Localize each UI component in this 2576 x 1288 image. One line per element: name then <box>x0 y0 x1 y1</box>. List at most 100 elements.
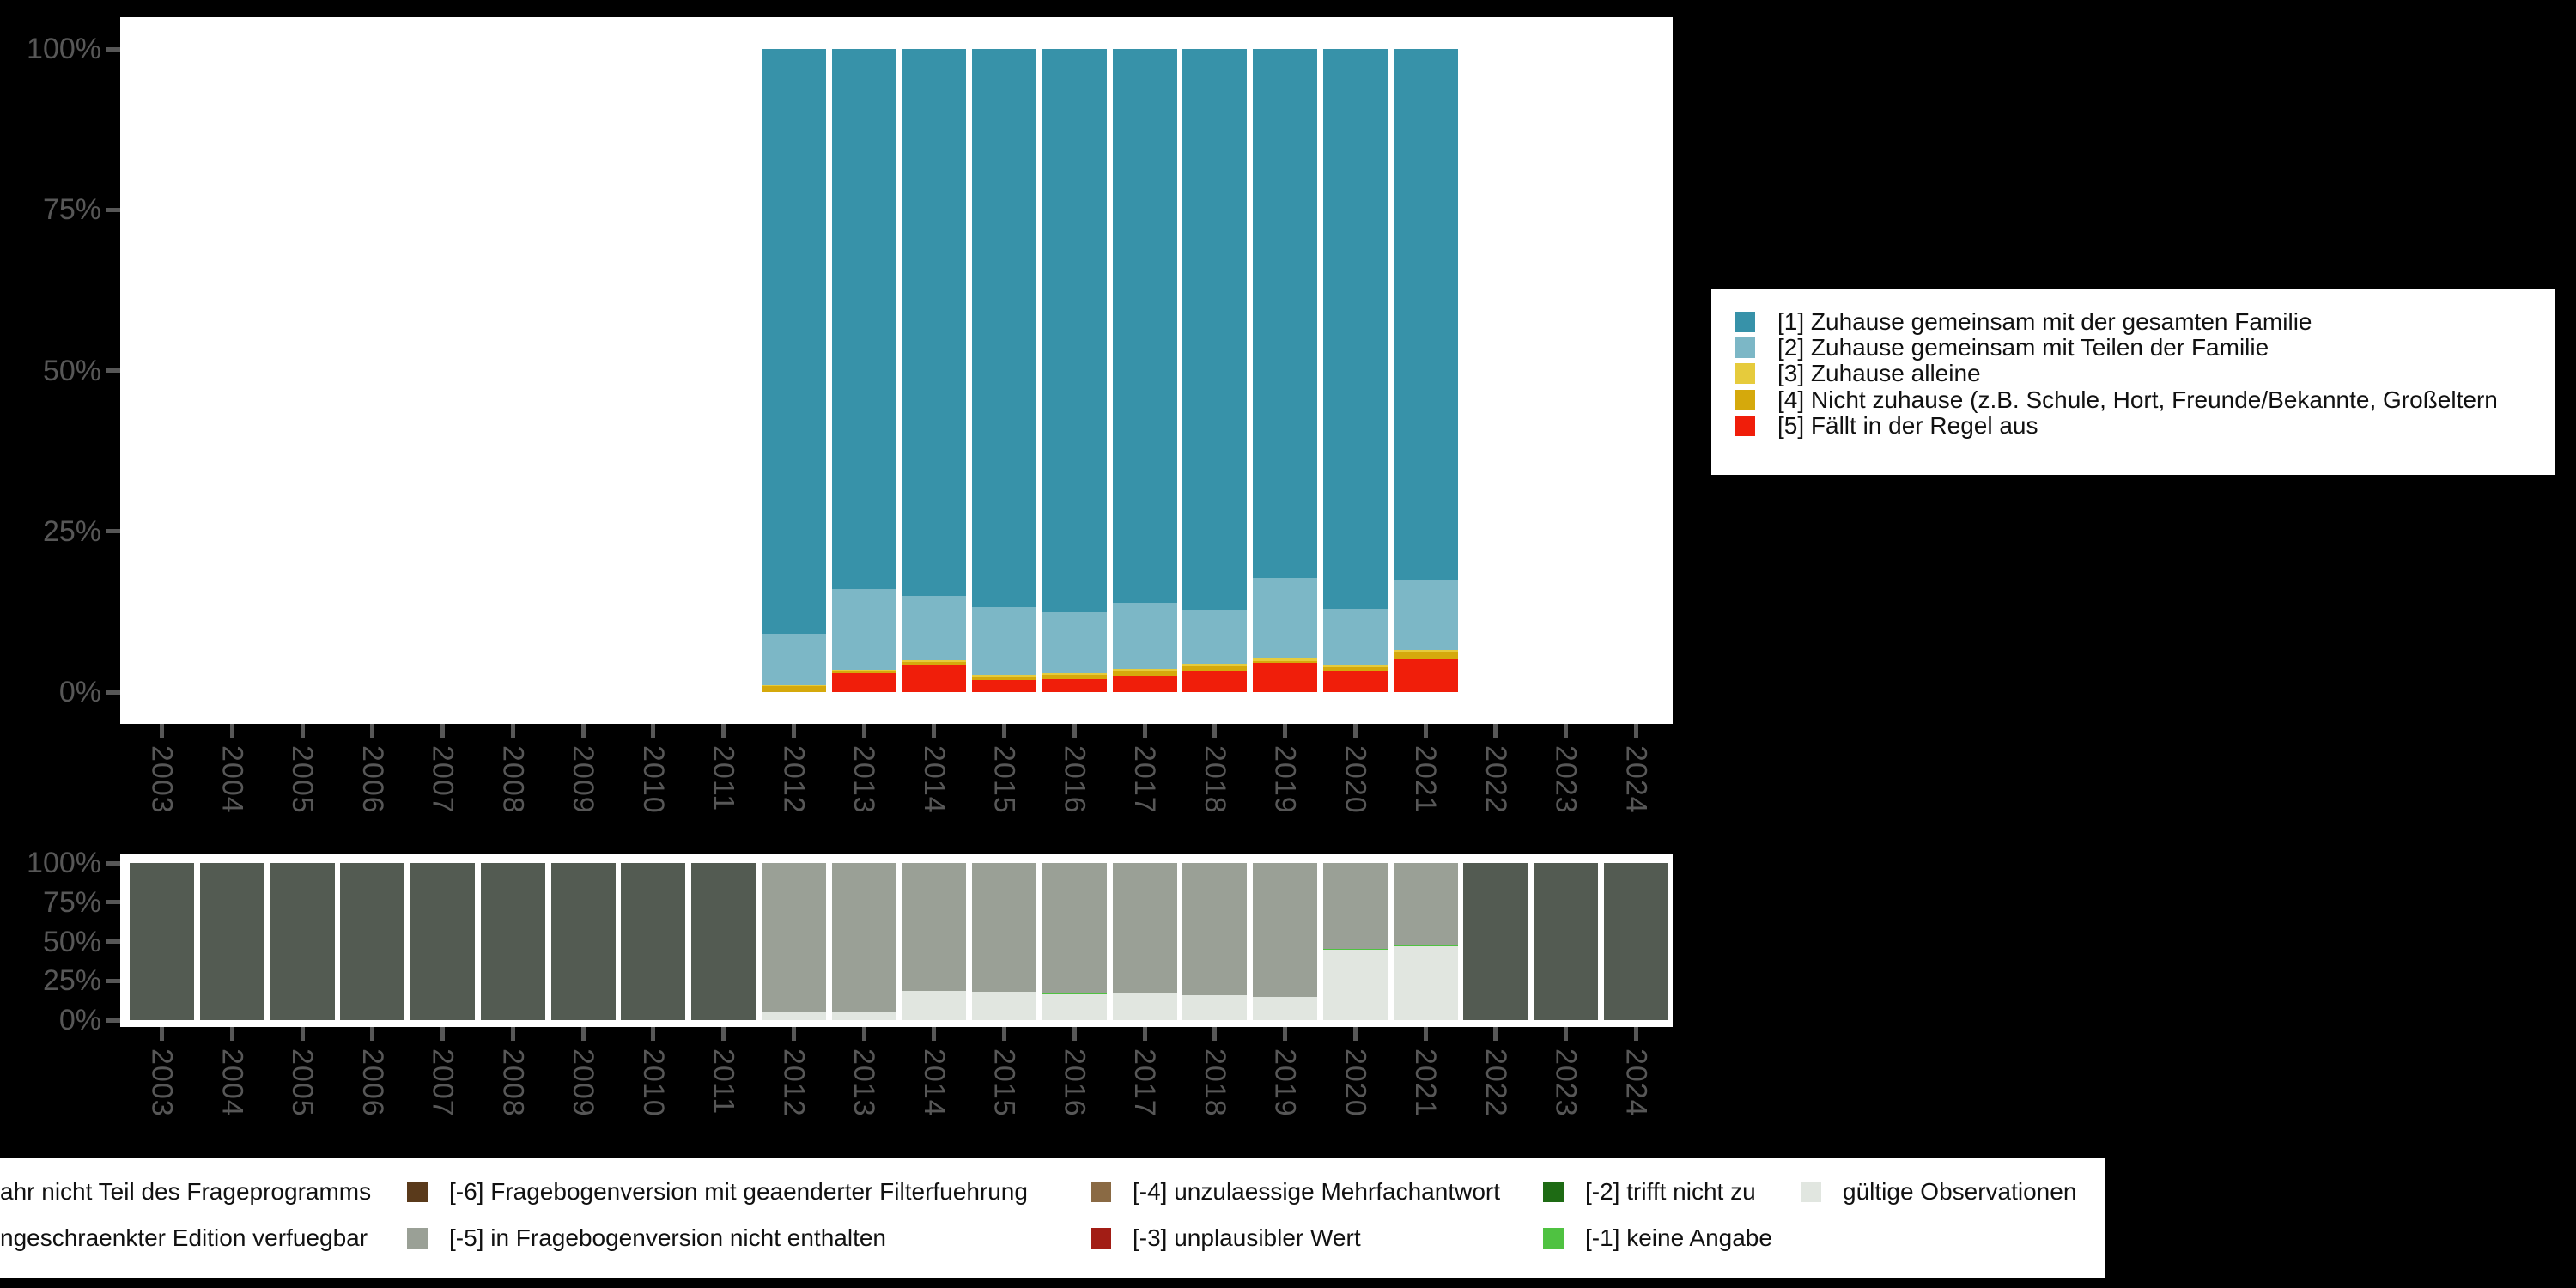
x-axis-tick-mark <box>1142 1027 1147 1041</box>
x-axis-tick-mark <box>651 724 656 738</box>
y-axis-tick-mark <box>106 46 120 52</box>
x-axis-tick-mark <box>791 1027 796 1041</box>
legend-item-label: ngeschraenkter Edition verfuegbar <box>0 1224 368 1251</box>
bar-segment <box>410 863 476 1020</box>
bar-segment <box>972 674 1037 677</box>
bar-segment <box>831 673 896 692</box>
bar-segment <box>972 863 1037 993</box>
bar-segment <box>1393 650 1458 652</box>
bar-segment <box>761 863 826 1012</box>
x-axis-tick-mark <box>1564 724 1569 738</box>
bar-segment <box>1182 666 1248 671</box>
legend-item-label: gültige Observationen <box>1843 1178 2077 1205</box>
legend-item-label: [-2] trifft nicht zu <box>1585 1178 1756 1205</box>
y-axis-tick-mark <box>106 368 120 373</box>
bar-segment <box>1182 994 1248 1020</box>
bar-segment <box>1253 661 1318 664</box>
legend-item: [5] Fällt in der Regel aus <box>1711 412 2555 439</box>
bar-segment <box>1393 946 1458 1020</box>
x-axis-tick-mark <box>370 724 375 738</box>
bar-segment <box>1182 863 1248 995</box>
bar-segment <box>1393 659 1458 692</box>
x-axis-tick-mark <box>1283 1027 1288 1041</box>
bar-segment <box>1182 610 1248 665</box>
x-axis-tick-mark <box>1352 724 1358 738</box>
x-axis-tick-label: 2019 <box>1268 1048 1302 1117</box>
x-axis-tick-mark <box>1212 724 1218 738</box>
bar-segment <box>1042 994 1107 1020</box>
x-axis-tick-label: 2004 <box>216 1048 249 1117</box>
bar-segment <box>1253 997 1318 1020</box>
x-axis-tick-mark <box>1002 1027 1007 1041</box>
x-axis-tick-label: 2016 <box>1058 1048 1091 1117</box>
legend-swatch <box>1543 1182 1564 1202</box>
x-axis-tick-label: 2024 <box>1619 1048 1653 1117</box>
x-axis-tick-mark <box>861 724 866 738</box>
x-axis-tick-mark <box>510 724 515 738</box>
legend-item: [2] Zuhause gemeinsam mit Teilen der Fam… <box>1711 335 2555 361</box>
x-axis-tick-mark <box>1633 724 1638 738</box>
x-axis-tick-label: 2004 <box>216 745 249 814</box>
y-axis-tick-label: 0% <box>58 1004 101 1036</box>
x-axis-tick-mark <box>300 1027 305 1041</box>
y-axis-tick-mark <box>106 860 120 866</box>
x-axis-tick-label: 2005 <box>286 1048 319 1117</box>
y-axis-tick-mark <box>106 939 120 944</box>
bar-segment <box>550 863 616 1020</box>
bar-segment <box>1603 863 1668 1020</box>
bar-segment <box>831 49 896 590</box>
x-axis-tick-label: 2011 <box>707 1048 740 1115</box>
bar-segment <box>621 863 686 1020</box>
bar-segment <box>1534 863 1599 1020</box>
x-axis-tick-mark <box>160 1027 164 1041</box>
bar-segment <box>270 863 335 1020</box>
y-axis-tick-label: 25% <box>42 514 101 548</box>
y-axis-tick-label: 100% <box>27 847 101 879</box>
bar-segment <box>831 589 896 670</box>
bar-segment <box>691 863 756 1020</box>
bar-segment <box>1042 49 1107 613</box>
bar-segment <box>761 686 826 692</box>
legend-item: [4] Nicht zuhause (z.B. Schule, Hort, Fr… <box>1711 386 2555 413</box>
x-axis-tick-label: 2022 <box>1479 1048 1512 1117</box>
x-axis-tick-label: 2019 <box>1268 745 1302 814</box>
bar-segment <box>1112 669 1177 671</box>
bar-segment <box>1253 863 1318 998</box>
y-axis-tick-label: 75% <box>42 885 101 919</box>
bar-segment <box>1322 666 1388 671</box>
x-axis-tick-mark <box>1352 1027 1358 1041</box>
legend-item-label: [3] Zuhause alleine <box>1777 360 1981 387</box>
bar-segment <box>340 863 405 1020</box>
y-axis-tick-label: 50% <box>42 925 101 958</box>
bar-segment <box>1112 671 1177 676</box>
bar-segment <box>1253 663 1318 692</box>
x-axis-tick-mark <box>229 1027 234 1041</box>
x-axis-tick-mark <box>1212 1027 1218 1041</box>
bar-segment <box>902 660 967 662</box>
x-axis-tick-mark <box>1633 1027 1638 1041</box>
bar-segment <box>1042 863 1107 993</box>
x-axis-tick-label: 2017 <box>1128 745 1162 814</box>
x-axis-tick-mark <box>861 1027 866 1041</box>
x-axis-tick-mark <box>721 724 726 738</box>
bottom-legend-box: ahr nicht Teil des Frageprogramms [-6] Fr… <box>0 1158 2105 1278</box>
bar-segment <box>761 684 826 687</box>
bar-segment <box>1182 664 1248 667</box>
x-axis-tick-label: 2021 <box>1409 1048 1443 1117</box>
bar-segment <box>902 49 967 597</box>
x-axis-tick-mark <box>791 724 796 738</box>
x-axis-tick-mark <box>160 724 164 738</box>
legend-swatch <box>407 1182 428 1202</box>
bar-segment <box>1042 993 1107 995</box>
legend-item-label: [-4] unzulaessige Mehrfachantwort <box>1133 1178 1500 1205</box>
y-axis-tick-mark <box>106 207 120 212</box>
x-axis-tick-mark <box>440 724 446 738</box>
legend-swatch <box>1735 389 1755 410</box>
x-axis-tick-label: 2017 <box>1128 1048 1162 1117</box>
x-axis-tick-label: 2007 <box>426 745 459 814</box>
bar-segment <box>1393 49 1458 580</box>
bar-segment <box>1042 674 1107 679</box>
legend-item-label: [2] Zuhause gemeinsam mit Teilen der Fam… <box>1777 334 2269 361</box>
bar-segment <box>1253 657 1318 662</box>
y-axis-tick-mark <box>106 690 120 695</box>
